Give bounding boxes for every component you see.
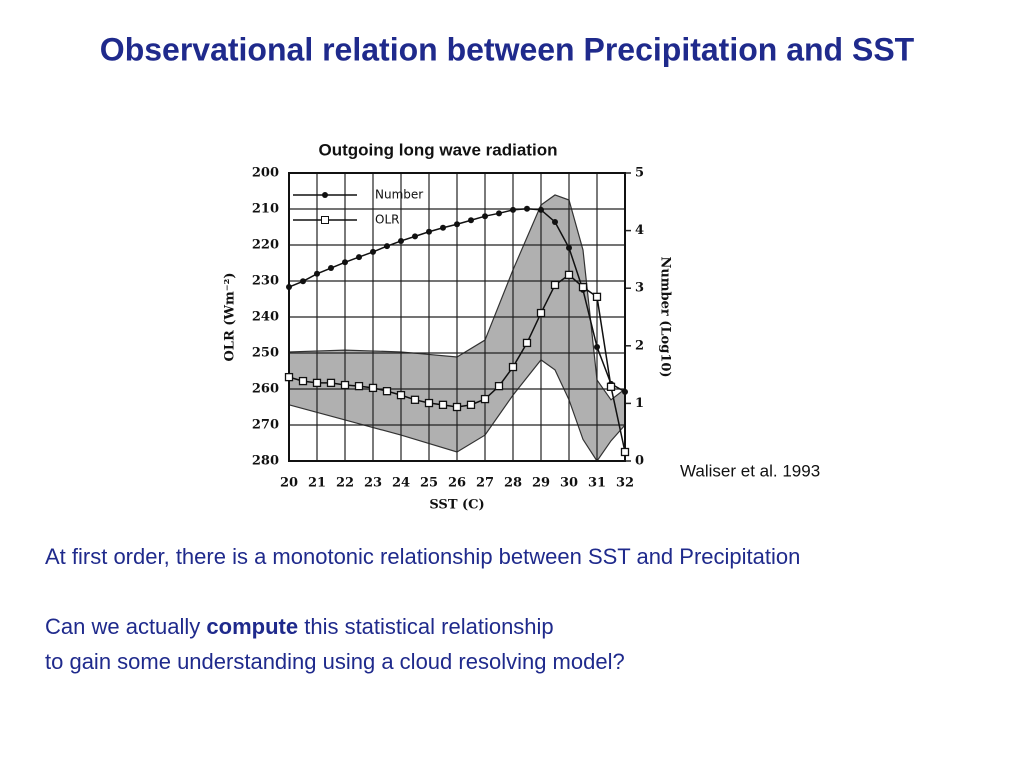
y-tick-label: 220 — [252, 238, 279, 253]
x-tick-label: 24 — [392, 476, 410, 491]
point — [412, 233, 418, 240]
x-tick-label: 31 — [588, 476, 606, 491]
legend-marker — [322, 192, 328, 198]
y2-tick-label: 1 — [635, 396, 644, 411]
y2-tick-label: 4 — [635, 223, 644, 238]
point — [482, 213, 488, 220]
point — [538, 206, 544, 213]
y2-tick-label: 3 — [635, 281, 644, 296]
y-axis-label: OLR (Wm⁻²) — [223, 272, 238, 361]
point — [354, 381, 364, 391]
point — [522, 338, 532, 348]
paragraph-line: to gain some understanding using a cloud… — [45, 649, 625, 674]
text-run: this statistical relationship — [298, 614, 554, 639]
point — [314, 270, 320, 277]
point — [312, 378, 322, 388]
y-tick-label: 270 — [252, 418, 279, 433]
point — [622, 388, 628, 395]
paragraph-line: Can we actually compute this statistical… — [45, 614, 554, 639]
point — [368, 383, 378, 393]
point — [398, 237, 404, 244]
point — [342, 259, 348, 266]
x-tick-label: 30 — [560, 476, 578, 491]
point — [396, 390, 406, 400]
text-run: Can we actually — [45, 614, 206, 639]
point — [328, 265, 334, 272]
point — [384, 243, 390, 250]
y-tick-label: 210 — [252, 202, 279, 217]
plot-frame — [288, 172, 626, 462]
point — [438, 400, 448, 409]
x-tick-label: 22 — [336, 476, 354, 491]
point — [524, 205, 530, 212]
point — [594, 343, 600, 350]
point — [550, 280, 560, 290]
point — [440, 224, 446, 231]
point — [452, 402, 462, 412]
point — [410, 395, 420, 404]
text-run: compute — [206, 614, 298, 639]
y-tick-label: 260 — [252, 382, 279, 397]
x-tick-label: 21 — [308, 476, 326, 491]
point — [510, 206, 516, 213]
point — [552, 218, 558, 225]
point — [620, 447, 630, 457]
x-axis-label: SST (C) — [429, 498, 484, 513]
point — [578, 282, 588, 292]
y-tick-label: 230 — [252, 274, 279, 289]
y2-tick-label: 5 — [635, 166, 644, 181]
point — [356, 254, 362, 261]
x-tick-label: 26 — [448, 476, 466, 491]
slide-title: Observational relation between Precipita… — [100, 31, 915, 67]
point — [370, 248, 376, 255]
point — [480, 394, 490, 404]
chart-title: Outgoing long wave radiation — [319, 140, 558, 159]
point — [494, 381, 504, 391]
point — [468, 217, 474, 224]
x-tick-label: 32 — [616, 476, 634, 491]
point — [426, 228, 432, 235]
legend-label: OLR — [375, 213, 399, 227]
legend-marker — [321, 216, 329, 224]
y2-axis-label: Number (Log10) — [658, 256, 673, 377]
text-run: At first order, there is a monotonic rel… — [45, 544, 800, 569]
point — [564, 270, 574, 280]
x-tick-label: 29 — [532, 476, 550, 491]
point — [284, 372, 294, 382]
y-tick-label: 240 — [252, 310, 279, 325]
point — [382, 387, 392, 396]
y2-tick-label: 0 — [635, 454, 644, 469]
paragraph-line: At first order, there is a monotonic rel… — [45, 544, 800, 569]
point — [424, 398, 434, 408]
point — [508, 362, 518, 372]
point — [326, 378, 336, 388]
x-tick-label: 27 — [476, 476, 494, 491]
y-tick-label: 280 — [252, 454, 279, 469]
point — [566, 244, 572, 251]
point — [592, 292, 602, 301]
x-tick-label: 28 — [504, 476, 522, 491]
x-tick-label: 23 — [364, 476, 382, 491]
point — [298, 376, 308, 386]
point — [300, 278, 306, 285]
point — [286, 284, 292, 291]
text-run: to gain some understanding using a cloud… — [45, 649, 625, 674]
citation: Waliser et al. 1993 — [680, 461, 820, 480]
point — [466, 400, 476, 409]
y-tick-label: 200 — [252, 166, 279, 181]
point — [606, 382, 616, 391]
point — [536, 308, 546, 318]
x-tick-label: 20 — [280, 476, 298, 491]
point — [340, 380, 350, 390]
x-tick-label: 25 — [420, 476, 438, 491]
point — [496, 210, 502, 217]
y-tick-label: 250 — [252, 346, 279, 361]
y2-tick-label: 2 — [635, 338, 644, 353]
paragraphs: At first order, there is a monotonic rel… — [45, 544, 800, 674]
point — [454, 221, 460, 228]
legend-label: Number — [375, 188, 423, 202]
